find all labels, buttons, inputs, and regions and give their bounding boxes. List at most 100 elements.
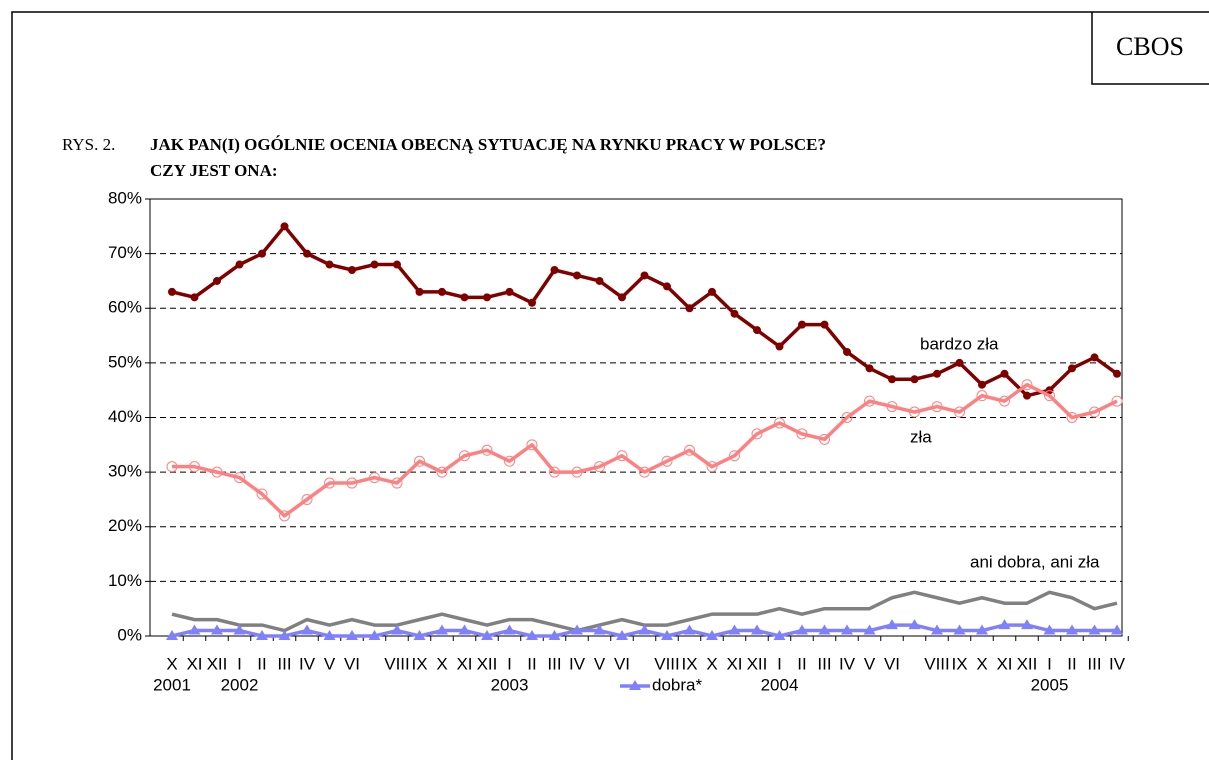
- point: [528, 298, 536, 307]
- x-tick-label: XI: [996, 654, 1012, 673]
- point: [279, 510, 290, 522]
- point: [346, 477, 358, 489]
- point: [301, 624, 313, 635]
- x-tick-label: VI: [614, 654, 630, 673]
- x-tick-label: VIII: [924, 654, 950, 673]
- point: [908, 619, 921, 630]
- point: [753, 326, 761, 335]
- x-tick-label: X: [436, 654, 447, 673]
- point: [280, 222, 289, 231]
- x-tick-label: VI: [344, 654, 360, 673]
- x-tick-label: III: [1087, 654, 1101, 673]
- point: [819, 433, 830, 445]
- point: [841, 624, 853, 635]
- series-label: ani dobra, ani zła: [970, 552, 1100, 571]
- point: [1111, 624, 1123, 635]
- point: [976, 390, 988, 402]
- x-tick-label: IX: [951, 654, 967, 673]
- point: [841, 412, 853, 423]
- x-tick-label: II: [527, 654, 536, 673]
- x-tick-label: II: [1067, 654, 1076, 673]
- point: [505, 287, 514, 296]
- point: [616, 450, 628, 462]
- point: [618, 293, 626, 302]
- point: [256, 630, 268, 640]
- point: [258, 249, 266, 258]
- point: [796, 624, 808, 635]
- point: [886, 401, 898, 413]
- point: [751, 624, 763, 635]
- point: [325, 260, 334, 269]
- x-year-label: 2001: [153, 675, 191, 694]
- point: [414, 455, 425, 467]
- x-tick-label: XI: [186, 654, 202, 673]
- point: [436, 466, 448, 478]
- point: [931, 624, 943, 635]
- point: [706, 630, 718, 640]
- point: [415, 287, 424, 296]
- chart-title: JAK PAN(I) OGÓLNIE OCENIA OBECNĄ SYTUACJ…: [150, 135, 826, 154]
- point: [213, 276, 221, 285]
- series-line: [171, 224, 1119, 398]
- point: [348, 266, 356, 275]
- legend-label: dobra*: [652, 675, 702, 694]
- point: [481, 444, 493, 456]
- point: [864, 395, 875, 407]
- x-tick-label: VI: [884, 654, 900, 673]
- point: [999, 395, 1010, 407]
- point: [1043, 624, 1056, 635]
- point: [843, 347, 851, 356]
- point: [168, 287, 176, 296]
- point: [1089, 406, 1100, 418]
- y-tick-label: 20%: [108, 516, 142, 535]
- point: [933, 369, 941, 378]
- point: [549, 466, 560, 478]
- point: [909, 406, 920, 418]
- point: [481, 630, 493, 640]
- x-tick-label: II: [797, 654, 806, 673]
- point: [729, 450, 740, 462]
- x-tick-label: IV: [1109, 654, 1126, 673]
- point: [189, 461, 200, 473]
- point: [910, 375, 919, 384]
- x-tick-label: VIII: [384, 654, 410, 673]
- point: [503, 624, 516, 635]
- x-tick-label: IX: [681, 654, 697, 673]
- header: CBOS: [1116, 32, 1184, 61]
- point: [370, 260, 379, 269]
- point: [708, 287, 716, 296]
- point: [639, 466, 650, 478]
- point: [751, 428, 763, 440]
- point: [436, 624, 448, 635]
- point: [728, 624, 741, 635]
- point: [593, 624, 606, 635]
- x-year-label: 2004: [761, 675, 799, 694]
- point: [796, 428, 808, 440]
- point: [1090, 353, 1099, 362]
- point: [595, 276, 604, 285]
- point: [820, 320, 829, 329]
- point: [234, 472, 245, 484]
- point: [1111, 395, 1123, 407]
- point: [798, 320, 806, 329]
- x-tick-label: X: [166, 654, 177, 673]
- y-tick-label: 70%: [108, 243, 142, 262]
- point: [1021, 379, 1033, 391]
- point: [526, 630, 538, 640]
- x-tick-label: IV: [569, 654, 586, 673]
- point: [369, 472, 380, 484]
- point: [346, 630, 358, 640]
- point: [460, 293, 469, 302]
- point: [1066, 624, 1078, 635]
- y-tick-label: 80%: [108, 188, 142, 207]
- point: [548, 630, 561, 640]
- x-tick-label: XII: [477, 654, 498, 673]
- point: [166, 630, 178, 640]
- x-year-label: 2005: [1031, 675, 1069, 694]
- point: [661, 455, 673, 467]
- x-tick-label: VIII: [654, 654, 680, 673]
- x-tick-label: IV: [299, 654, 316, 673]
- point: [1021, 619, 1033, 630]
- x-tick-label: I: [507, 654, 512, 673]
